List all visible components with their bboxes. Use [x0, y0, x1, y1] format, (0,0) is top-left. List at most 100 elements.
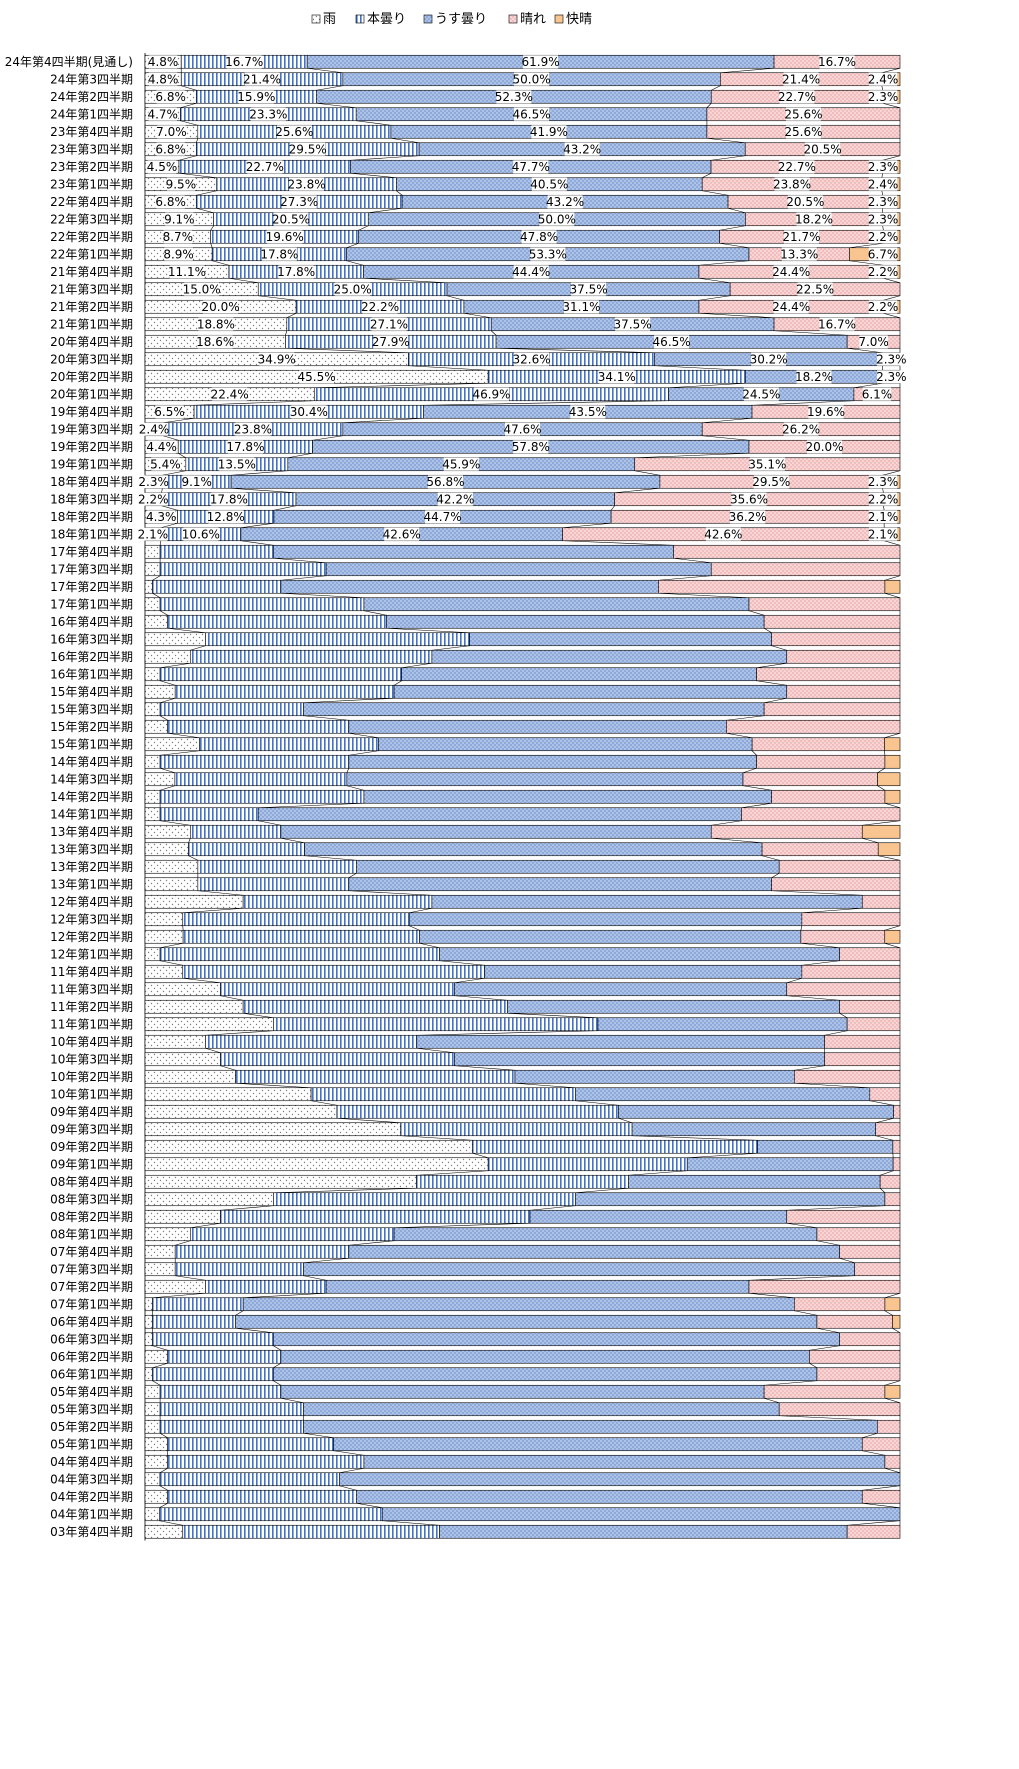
- category-label: 17年第2四半期: [50, 580, 133, 594]
- data-label: 4.3%: [146, 510, 177, 524]
- bar-segment: [144, 1087, 312, 1102]
- series-line: [862, 1485, 901, 1491]
- data-label: 2.3%: [868, 90, 899, 104]
- series-line: [698, 260, 750, 266]
- series-line: [862, 1450, 885, 1456]
- series-line: [220, 995, 244, 1001]
- series-line: [634, 452, 750, 459]
- series-line: [879, 1188, 886, 1193]
- series-line: [824, 1030, 848, 1036]
- data-label: 2.4%: [868, 72, 899, 86]
- series-line: [311, 1100, 338, 1106]
- bar-segment: [710, 562, 901, 577]
- data-label-bg: [877, 352, 906, 366]
- bar-segment: [884, 1454, 901, 1469]
- series-line: [303, 1432, 334, 1439]
- bar-segment: [884, 1297, 901, 1312]
- bar-segment: [431, 649, 788, 664]
- series-line: [763, 627, 772, 634]
- category-label: 23年第3四半期: [50, 142, 133, 156]
- data-label-bg: [819, 55, 855, 69]
- bar-segment: [303, 702, 765, 717]
- category-label: 08年第3四半期: [50, 1192, 133, 1206]
- bar-segment: [144, 614, 168, 629]
- data-label: 8.7%: [163, 230, 194, 244]
- bar-segment: [879, 1174, 901, 1189]
- series-line: [303, 1275, 327, 1281]
- bar-segment: [159, 1384, 282, 1399]
- bar-segment: [303, 1402, 780, 1417]
- bar-segment: [892, 1139, 901, 1154]
- data-label-bg: [373, 335, 409, 349]
- series-line: [741, 802, 772, 809]
- data-label-bg: [259, 352, 295, 366]
- category-label: 16年第1四半期: [50, 667, 133, 681]
- series-line: [862, 820, 901, 826]
- data-label-bg: [250, 107, 286, 121]
- category-label: 20年第3四半期: [50, 352, 133, 366]
- series-line: [273, 505, 297, 511]
- bar-segment: [144, 1192, 274, 1207]
- data-label: 35.1%: [748, 457, 786, 471]
- series-line: [751, 750, 757, 756]
- bar-segment: [507, 999, 840, 1014]
- data-label: 2.1%: [868, 510, 899, 524]
- series-line: [273, 1380, 282, 1386]
- data-label-bg: [226, 55, 262, 69]
- series-line: [159, 1432, 168, 1439]
- data-label-bg: [219, 457, 255, 471]
- bar-segment: [839, 1332, 901, 1347]
- series-line: [205, 1047, 221, 1054]
- bar-segment: [144, 877, 199, 892]
- bar-segment: [839, 999, 901, 1014]
- bar-segment: [235, 1314, 818, 1329]
- legend-label-4: 快晴: [566, 12, 592, 27]
- series-line: [409, 925, 420, 931]
- bar-segment: [439, 947, 840, 962]
- series-line: [847, 347, 883, 354]
- data-label-bg: [615, 317, 651, 331]
- bar-segment: [144, 1384, 161, 1399]
- series-line: [159, 1467, 168, 1474]
- bar-segment: [793, 1069, 901, 1084]
- data-label: 4.8%: [148, 55, 179, 69]
- bar-segment: [310, 1087, 576, 1102]
- series-line: [507, 1012, 599, 1019]
- data-label: 2.3%: [868, 475, 899, 489]
- series-line: [196, 190, 217, 196]
- data-label-bg: [730, 510, 766, 524]
- data-label: 47.6%: [503, 422, 541, 436]
- data-label-bg: [862, 387, 892, 401]
- bar-segment: [854, 1262, 901, 1277]
- series-line: [178, 172, 217, 179]
- data-label: 5.4%: [150, 457, 181, 471]
- series-line: [342, 417, 424, 424]
- series-line: [348, 732, 379, 739]
- category-label: 20年第2四半期: [50, 370, 133, 384]
- data-label: 2.1%: [138, 527, 169, 541]
- bar-segment: [144, 1419, 161, 1434]
- data-label: 12.8%: [207, 510, 245, 524]
- bar-segment: [257, 807, 742, 822]
- series-line: [706, 137, 746, 144]
- series-line: [786, 995, 840, 1001]
- data-label: 2.3%: [876, 352, 907, 366]
- category-label: 09年第2四半期: [50, 1140, 133, 1154]
- series-line: [809, 1362, 818, 1369]
- bar-segment: [280, 824, 712, 839]
- series-line: [160, 522, 178, 529]
- bar-segment: [884, 929, 901, 944]
- data-label: 31.1%: [562, 300, 600, 314]
- data-label: 13.5%: [218, 457, 256, 471]
- series-line: [771, 890, 863, 896]
- series-line: [884, 802, 901, 809]
- series-line: [358, 225, 369, 231]
- data-label: 22.4%: [211, 387, 249, 401]
- bar-segment: [159, 789, 365, 804]
- category-label: 13年第1四半期: [50, 877, 133, 891]
- bar-segment: [235, 1069, 516, 1084]
- bar-segment: [144, 1104, 338, 1119]
- bar-segment: [786, 982, 901, 997]
- bar-segment: [190, 649, 433, 664]
- category-label: 04年第1四半期: [50, 1507, 133, 1521]
